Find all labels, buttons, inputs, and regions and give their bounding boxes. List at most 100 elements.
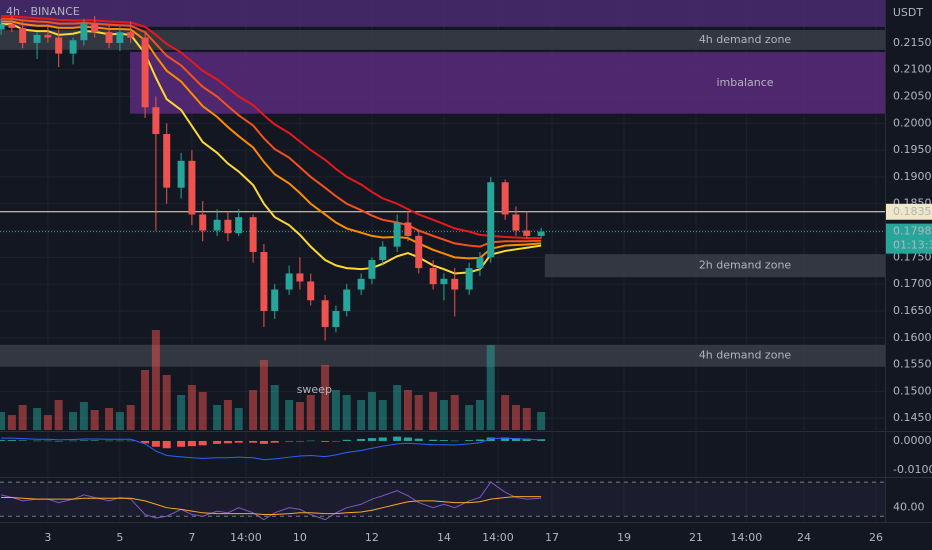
macd-hist-bar <box>439 440 448 441</box>
macd-hist-bar <box>54 440 63 442</box>
candle-body <box>296 273 304 282</box>
y-tick-label: 0.1600 <box>893 331 932 344</box>
candle-body <box>188 160 196 215</box>
macd-hist-bar <box>367 438 376 441</box>
volume-bar <box>18 405 27 430</box>
y-tick-label: 0.1550 <box>893 358 932 371</box>
hline-label-box <box>886 203 932 220</box>
volume-bar <box>285 400 294 430</box>
y-tick-label: 0.1900 <box>893 170 932 183</box>
macd-hist-bar <box>357 438 366 441</box>
zone <box>0 0 885 27</box>
macd-hist-bar <box>511 438 520 441</box>
volume-bar <box>234 408 243 430</box>
volume-bar <box>259 360 268 430</box>
volume-bar <box>90 410 99 430</box>
volume-bar <box>501 395 510 430</box>
macd-hist-bar <box>33 440 42 442</box>
macd-hist-bar <box>0 440 6 441</box>
countdown-label: 01:13:36 <box>893 239 932 252</box>
volume-bar <box>270 385 279 430</box>
macd-hist-bar <box>115 440 124 442</box>
candle-body <box>91 24 99 33</box>
volume-bar <box>450 395 459 430</box>
macd-hist-bar <box>393 436 402 441</box>
ribbon-line <box>1 15 542 240</box>
last-price-box <box>886 223 932 254</box>
zone <box>129 52 885 114</box>
volume-bar <box>475 400 484 430</box>
macd-hist-bar <box>465 440 474 441</box>
macd-hist-bar <box>105 440 114 442</box>
macd-hist-bar <box>259 440 268 444</box>
macd-hist-bar <box>285 440 294 442</box>
candle-body <box>19 27 27 43</box>
x-tick-label: 14 <box>437 531 451 544</box>
y-tick-label: 0.2100 <box>893 63 932 76</box>
volume-bar <box>187 385 196 430</box>
volume-bar <box>177 395 186 430</box>
candle-body <box>465 268 473 290</box>
volume-bar <box>7 415 16 430</box>
candle-body <box>332 310 340 328</box>
macd-hist-bar <box>501 437 510 441</box>
volume-bar <box>465 405 474 430</box>
volume-bar <box>105 408 114 430</box>
volume-bar <box>151 330 160 430</box>
volume-bar <box>403 390 412 430</box>
zone <box>544 254 885 278</box>
volume-bar <box>33 408 42 430</box>
candle-body <box>105 32 113 43</box>
ribbon-line <box>1 20 542 260</box>
x-tick-label: 14:00 <box>230 531 262 544</box>
macd-hist-bar <box>79 440 88 441</box>
candle-body <box>476 257 484 269</box>
macd-hist-bar <box>450 440 459 442</box>
candle-body <box>512 214 520 231</box>
volume-bar <box>295 402 304 430</box>
macd-hist-bar <box>187 440 196 447</box>
y-tick-label: 0.1450 <box>893 411 932 424</box>
macd-hist-bar <box>177 440 186 447</box>
x-tick-label: 5 <box>116 531 123 544</box>
volume-bar <box>43 415 52 430</box>
candle-body <box>368 260 376 279</box>
volume-bar <box>393 385 402 430</box>
last-price-label: 0.1798 <box>893 225 932 238</box>
macd-hist-bar <box>151 440 160 447</box>
volume-bar <box>249 390 258 430</box>
macd-hist-bar <box>522 438 531 441</box>
candle-body <box>69 40 77 54</box>
macd-tick-label: 0.0000 <box>893 434 932 447</box>
volume-bar <box>223 400 232 430</box>
x-tick-label: 3 <box>44 531 51 544</box>
macd-hist-bar <box>223 440 232 444</box>
x-tick-label: 12 <box>365 531 379 544</box>
volume-bar <box>367 392 376 430</box>
chart-title: 4h · BINANCE <box>6 5 80 18</box>
ribbon-line <box>1 17 542 248</box>
volume-bar <box>331 390 340 430</box>
candle-body <box>343 289 351 311</box>
zone-label: 2h demand zone <box>699 259 792 272</box>
macd-hist-bar <box>295 440 304 442</box>
volume-bar <box>126 405 135 430</box>
candle-body <box>177 160 185 188</box>
y-tick-label: 0.1950 <box>893 143 932 156</box>
macd-hist-bar <box>342 439 351 441</box>
candle-body <box>404 222 412 236</box>
candle-body <box>501 182 509 215</box>
volume-bar <box>439 400 448 430</box>
candle-body <box>235 217 243 234</box>
candle-body <box>393 222 401 247</box>
macd-hist-bar <box>162 440 171 449</box>
volume-bar <box>511 405 520 430</box>
zone <box>0 344 885 367</box>
volume-bar <box>79 402 88 430</box>
candle-body <box>116 32 124 43</box>
hline-label: 0.1835 <box>893 205 932 218</box>
candle-body <box>271 289 279 311</box>
y-tick-label: 0.1650 <box>893 304 932 317</box>
macd-hist-bar <box>18 440 27 441</box>
